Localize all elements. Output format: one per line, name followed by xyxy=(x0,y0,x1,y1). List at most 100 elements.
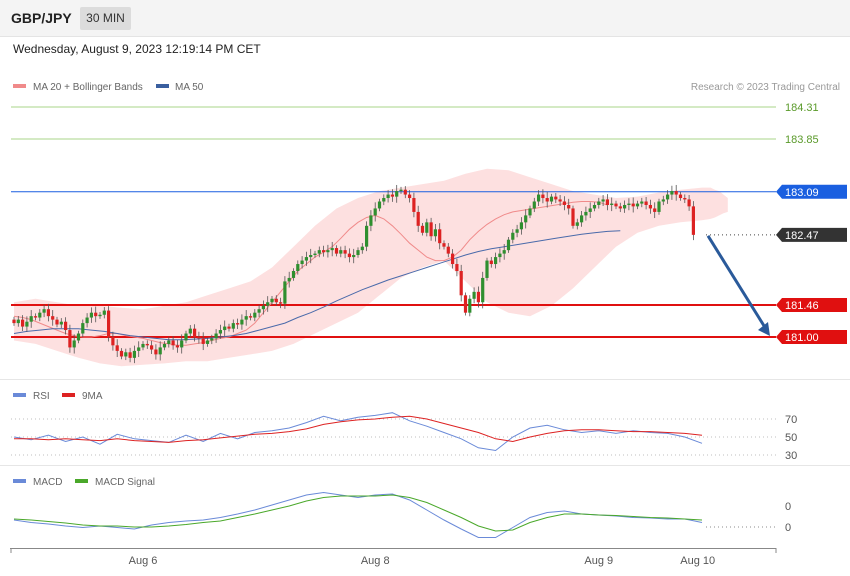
candle-down xyxy=(51,316,55,320)
candle-up xyxy=(399,189,403,192)
candle-down xyxy=(94,312,98,317)
candle-up xyxy=(244,316,248,320)
candle-down xyxy=(107,310,111,337)
candle-down xyxy=(451,253,455,265)
candle-up xyxy=(472,291,476,299)
candle-up xyxy=(597,201,601,205)
candle-up xyxy=(592,204,597,209)
symbol-title: GBP/JPY xyxy=(11,10,72,26)
candle-down xyxy=(618,206,622,209)
candle-up xyxy=(141,343,145,348)
candle-down xyxy=(605,199,609,205)
candle-up xyxy=(287,277,291,282)
candle-up xyxy=(16,319,20,324)
forecast-arrow-shaft xyxy=(706,235,768,330)
candle-down xyxy=(562,201,566,205)
candle-down xyxy=(33,316,38,318)
legend-macd: MACD xyxy=(33,477,62,488)
candle-up xyxy=(580,215,584,223)
candle-down xyxy=(408,194,412,199)
candle-up xyxy=(205,340,210,344)
forecast-arrow xyxy=(706,235,770,336)
candle-up xyxy=(326,250,330,253)
candle-down xyxy=(571,208,575,226)
candle-up xyxy=(317,250,321,254)
chart-header: GBP/JPY 30 MIN xyxy=(0,0,850,37)
candle-down xyxy=(403,189,407,195)
candle-up xyxy=(124,352,128,357)
candle-up xyxy=(425,222,429,233)
candle-up xyxy=(666,194,670,200)
candle-down xyxy=(463,295,468,313)
candle-down xyxy=(175,345,179,348)
candle-down xyxy=(648,204,652,209)
candle-down xyxy=(554,196,558,200)
candle-down xyxy=(193,328,197,337)
x-axis-label: Aug 9 xyxy=(584,555,613,567)
candle-down xyxy=(644,201,648,205)
candle-down xyxy=(21,319,25,327)
candle-down xyxy=(111,337,115,346)
candle-down xyxy=(55,319,59,325)
candle-up xyxy=(85,317,89,324)
candle-down xyxy=(145,343,149,346)
candle-up xyxy=(528,208,532,216)
candle-up xyxy=(223,326,227,331)
candle-down xyxy=(390,194,394,197)
candle-up xyxy=(266,302,270,306)
candle-down xyxy=(150,345,154,350)
candle-up xyxy=(72,340,76,348)
candle-up xyxy=(373,208,377,216)
candle-up xyxy=(485,260,489,278)
candle-down xyxy=(128,352,132,358)
candle-down xyxy=(119,350,124,357)
candle-up xyxy=(377,201,382,209)
candle-up xyxy=(532,201,536,209)
legend-swatch-ma20 xyxy=(13,84,26,88)
level-label-resistance: 183.09 xyxy=(785,187,819,199)
candle-up xyxy=(515,229,519,233)
candle-up xyxy=(661,199,665,202)
candle-up xyxy=(468,298,472,313)
candle-up xyxy=(339,250,343,254)
candle-up xyxy=(549,196,554,202)
candle-up xyxy=(369,215,373,226)
candle-down xyxy=(678,194,683,199)
candle-up xyxy=(102,310,106,315)
rsi-level-label: 50 xyxy=(785,432,797,444)
candle-up xyxy=(81,323,85,334)
candle-up xyxy=(158,347,162,355)
candle-up xyxy=(162,343,167,348)
candle-down xyxy=(347,253,351,258)
candle-up xyxy=(300,260,304,265)
candle-up xyxy=(494,257,498,265)
x-axis-label: Aug 6 xyxy=(129,555,158,567)
rsi-ma-line xyxy=(14,415,703,443)
candle-down xyxy=(12,319,16,324)
candle-down xyxy=(455,264,459,271)
candle-down xyxy=(446,246,450,254)
candle-down xyxy=(412,198,416,212)
candle-down xyxy=(687,199,691,207)
candle-down xyxy=(489,260,493,265)
candle-down xyxy=(558,199,562,202)
candle-up xyxy=(25,321,29,327)
candle-down xyxy=(248,316,253,318)
candle-down xyxy=(567,204,571,209)
candle-down xyxy=(429,222,433,237)
candle-up xyxy=(657,201,661,212)
timeframe-button[interactable]: 30 MIN xyxy=(80,7,131,30)
credit-text: Research © 2023 Trading Central xyxy=(691,82,840,93)
rsi-legend: RSI 9MA xyxy=(13,391,103,402)
candle-up xyxy=(270,298,274,303)
candle-up xyxy=(627,203,631,205)
candle-down xyxy=(64,321,68,331)
candle-up xyxy=(29,316,33,322)
candle-up xyxy=(433,229,437,237)
candle-down xyxy=(614,203,618,207)
candle-up xyxy=(304,257,308,261)
candle-down xyxy=(46,309,50,317)
legend-rsi: RSI xyxy=(33,391,50,402)
candle-down xyxy=(236,323,240,325)
